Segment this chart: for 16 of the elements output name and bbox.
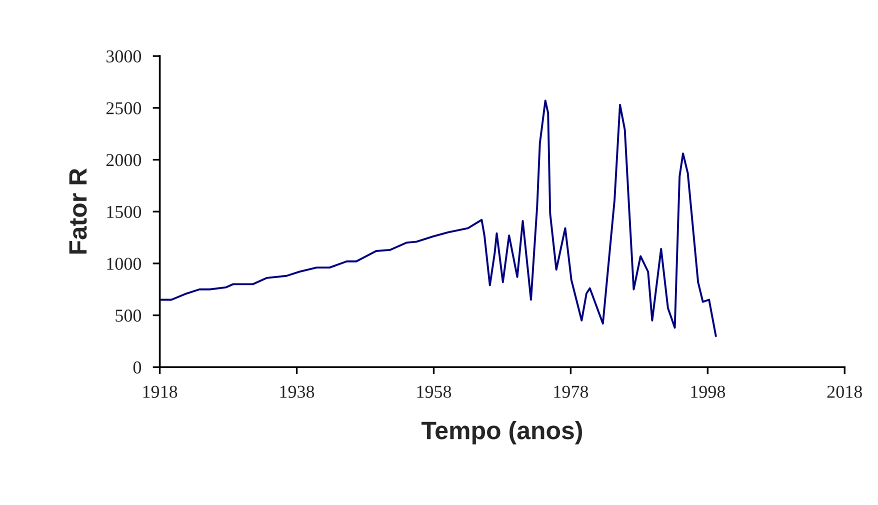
y-tick-label: 0 [133, 361, 142, 374]
y-tick-label: 1500 [107, 206, 142, 218]
x-tick-label: 1998 [691, 386, 726, 398]
y-tick-label: 2500 [106, 102, 142, 114]
y-tick-label: 3000 [106, 50, 142, 62]
x-tick-label: 1958 [417, 386, 452, 398]
x-tick-label: 1978 [554, 386, 588, 398]
x-tick-label: 1918 [143, 386, 178, 398]
x-tick-label: 2018 [827, 386, 862, 398]
y-axis-title: Fator R [69, 168, 87, 254]
y-tick-label: 500 [116, 310, 142, 322]
y-tick-label: 1000 [107, 258, 142, 270]
x-tick-label: 1938 [280, 386, 314, 398]
x-axis-title: Tempo (anos) [421, 421, 582, 444]
line-series [160, 100, 717, 337]
y-tick-label: 2000 [106, 154, 142, 166]
